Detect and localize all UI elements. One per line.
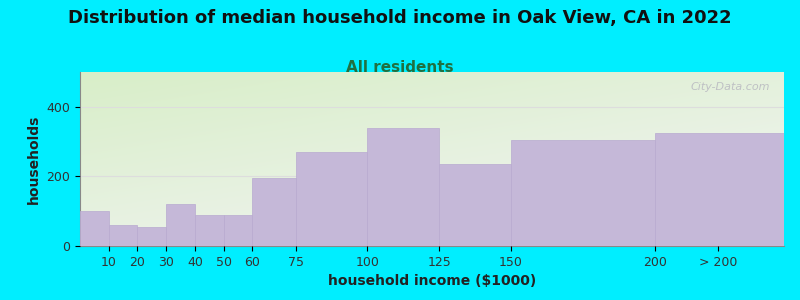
Bar (367, 128, 439, 246)
Bar (80, 211, 109, 246)
Y-axis label: households: households (27, 114, 41, 204)
Bar (166, 204, 195, 246)
Bar (109, 225, 138, 246)
X-axis label: household income ($1000): household income ($1000) (328, 274, 536, 288)
Bar (295, 152, 367, 246)
Bar (654, 133, 784, 246)
Bar (253, 178, 295, 246)
Text: All residents: All residents (346, 60, 454, 75)
Bar (224, 215, 253, 246)
Text: Distribution of median household income in Oak View, CA in 2022: Distribution of median household income … (68, 9, 732, 27)
Text: City-Data.com: City-Data.com (690, 82, 770, 92)
Bar (511, 140, 654, 246)
Bar (195, 215, 224, 246)
Bar (439, 164, 511, 246)
Bar (138, 227, 166, 246)
